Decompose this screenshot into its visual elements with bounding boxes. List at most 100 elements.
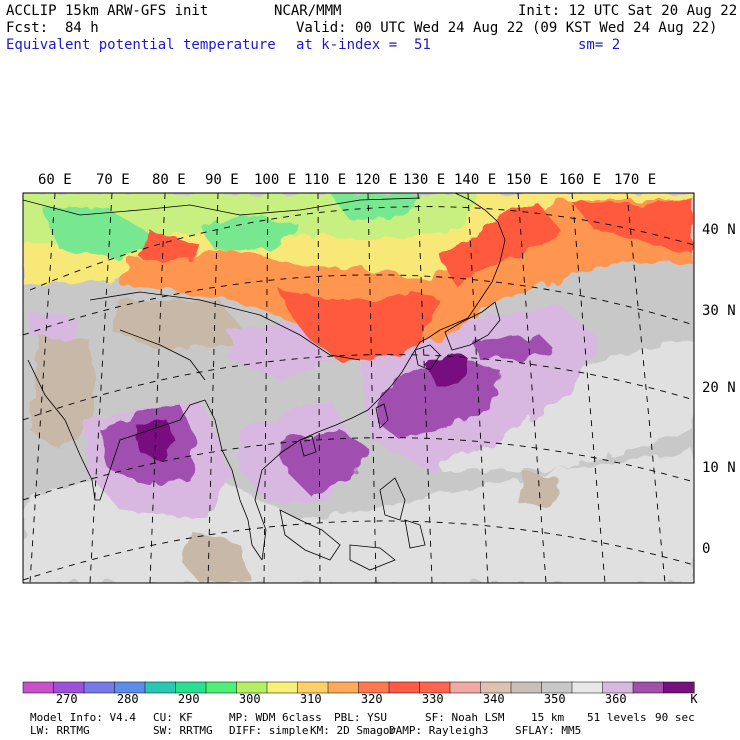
institution-label: NCAR/MMM — [274, 3, 342, 19]
colorbar-swatch — [663, 681, 695, 694]
model-info-item: PBL: YSU — [334, 711, 387, 724]
graticule-line — [23, 437, 694, 501]
graticule-line — [29, 193, 56, 583]
graticule-line — [626, 193, 666, 583]
lon-label: 80 E — [152, 172, 186, 188]
colorbar-tick-label: 310 — [299, 692, 322, 706]
graticule-line — [467, 193, 489, 583]
valid-time: Valid: 00 UTC Wed 24 Aug 22 (09 KST Wed … — [296, 20, 718, 36]
coastline — [439, 193, 506, 331]
coastline — [89, 291, 361, 361]
colorbar-tick-label: 350 — [543, 692, 566, 706]
colorbar-tick-label: 300 — [238, 692, 261, 706]
theta-e-region — [570, 200, 694, 255]
theta-e-region — [40, 205, 160, 260]
colorbar-swatch — [388, 681, 421, 694]
lat-label: 20 N — [702, 380, 736, 396]
field-name: Equivalent potential temperature — [6, 37, 276, 53]
forecast-hour: Fcst: 84 h — [6, 20, 99, 36]
coastline — [254, 329, 441, 561]
coastline — [299, 435, 317, 457]
colorbar — [22, 681, 695, 694]
coastline — [27, 359, 206, 501]
coastline — [379, 477, 406, 521]
graticule-line — [149, 193, 166, 583]
theta-e-region — [330, 193, 420, 220]
theta-e-region — [110, 300, 250, 350]
theta-e-region — [280, 290, 440, 360]
colorbar-swatch — [327, 681, 360, 694]
coastline — [444, 301, 501, 351]
lon-label: 150 E — [506, 172, 549, 188]
theta-e-region — [470, 335, 555, 360]
theta-e-region — [30, 310, 80, 340]
colorbar-swatch — [205, 681, 238, 694]
colorbar-tick-label: 340 — [482, 692, 505, 706]
coastline — [349, 544, 396, 571]
graticule-line — [517, 193, 547, 583]
theta-e-region — [200, 215, 300, 250]
theta-e-region — [140, 230, 200, 265]
graticule-line — [317, 193, 321, 583]
graticule-line — [571, 193, 606, 583]
colorbar-unit: K — [690, 692, 698, 706]
graticule-line — [23, 354, 694, 421]
graticule-line — [29, 206, 694, 291]
graticule-line — [417, 193, 433, 583]
model-info-item: SW: RRTMG — [153, 724, 213, 737]
theta-e-region — [375, 360, 500, 440]
smoothing-label: sm= 2 — [578, 37, 621, 53]
coastline — [375, 403, 389, 429]
coastline — [404, 519, 426, 549]
model-info-item: SF: Noah LSM — [425, 711, 505, 724]
theta-e-region — [280, 430, 370, 495]
graticule-line — [207, 193, 219, 583]
coastline — [279, 509, 341, 561]
lon-label: 140 E — [454, 172, 497, 188]
lon-label: 100 E — [254, 172, 297, 188]
lon-label: 120 E — [355, 172, 398, 188]
theta-e-region — [180, 530, 250, 583]
colorbar-tick-label: 280 — [116, 692, 139, 706]
lat-label: 0 — [702, 541, 711, 557]
colorbar-swatch — [571, 681, 604, 694]
graticule-line — [23, 520, 694, 581]
lon-label: 160 E — [559, 172, 602, 188]
model-info-item: 90 sec — [655, 711, 695, 724]
theta-e-region — [30, 330, 95, 450]
colorbar-tick-label: 270 — [55, 692, 78, 706]
colorbar-tick-label: 360 — [604, 692, 627, 706]
lon-label: 70 E — [96, 172, 130, 188]
map-frame — [22, 192, 695, 584]
colorbar-tick-label: 320 — [360, 692, 383, 706]
model-info-item: DAMP: Rayleigh3 — [389, 724, 489, 737]
theta-e-region — [135, 418, 175, 460]
coastline — [414, 344, 441, 371]
lat-label: 30 N — [702, 303, 736, 319]
lon-label: 110 E — [304, 172, 347, 188]
lat-label: 40 N — [702, 222, 736, 238]
graticule-line — [263, 193, 269, 583]
lon-label: 170 E — [614, 172, 657, 188]
theta-e-region — [120, 200, 694, 345]
colorbar-swatch — [632, 681, 665, 694]
init-time: Init: 12 UTC Sat 20 Aug 22 — [518, 3, 738, 19]
model-info-item: Model Info: V4.4 — [30, 711, 136, 724]
model-info-item: CU: KF — [153, 711, 193, 724]
level-index: at k-index = 51 — [296, 37, 431, 53]
colorbar-swatch — [83, 681, 116, 694]
model-info-item: MP: WDM 6class — [229, 711, 322, 724]
colorbar-swatch — [266, 681, 299, 694]
coastline — [119, 329, 206, 381]
model-info-item: SFLAY: MM5 — [515, 724, 582, 737]
colorbar-swatch — [510, 681, 543, 694]
graticule-line — [89, 193, 113, 583]
theta-e-region — [230, 320, 330, 380]
theta-e-region — [440, 205, 560, 285]
theta-e-region — [520, 470, 560, 510]
lat-label: 10 N — [702, 460, 736, 476]
colorbar-swatch — [22, 681, 55, 694]
model-info-item: KM: 2D Smagor — [310, 724, 397, 737]
colorbar-tick-label: 330 — [421, 692, 444, 706]
